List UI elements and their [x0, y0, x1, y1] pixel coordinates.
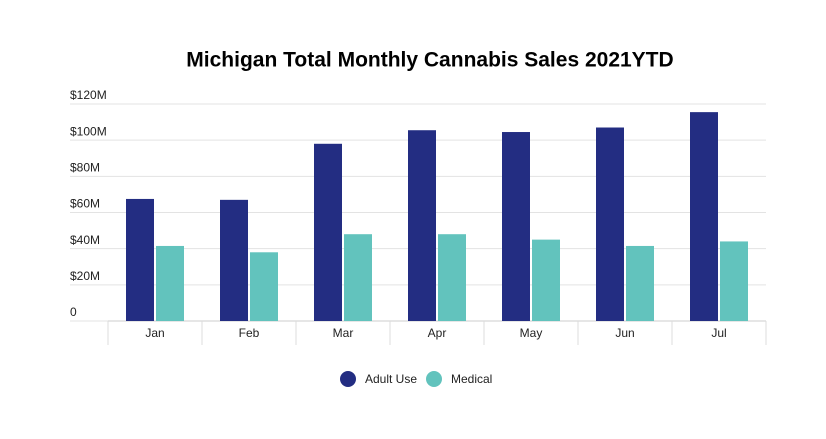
x-tick-label: Apr — [428, 326, 447, 340]
bar — [438, 234, 466, 321]
bar — [596, 127, 624, 321]
x-tick-label: May — [520, 326, 543, 340]
y-tick-label: $40M — [70, 233, 100, 247]
y-tick-label: $80M — [70, 161, 100, 175]
y-tick-label: $60M — [70, 197, 100, 211]
x-tick-label: Mar — [333, 326, 354, 340]
bar — [250, 252, 278, 321]
x-tick-label: Jan — [145, 326, 164, 340]
y-tick-label: $120M — [70, 88, 107, 102]
bar — [626, 245, 654, 321]
y-tick-label: $100M — [70, 124, 107, 138]
bar — [532, 239, 560, 321]
bar — [126, 198, 154, 321]
chart-title: Michigan Total Monthly Cannabis Sales 20… — [186, 49, 673, 72]
y-tick-label: $20M — [70, 269, 100, 283]
bar — [408, 130, 436, 321]
bar — [344, 234, 372, 321]
bar — [314, 143, 342, 321]
x-tick-label: Jul — [711, 326, 726, 340]
legend-marker — [426, 371, 442, 387]
x-tick-label: Jun — [615, 326, 634, 340]
y-tick-label: 0 — [70, 305, 77, 319]
bar — [720, 241, 748, 321]
bar — [690, 112, 718, 321]
legend-label: Adult Use — [365, 372, 417, 386]
bar — [156, 245, 184, 321]
x-tick-label: Feb — [239, 326, 260, 340]
bar — [220, 199, 248, 321]
legend-marker — [340, 371, 356, 387]
bar — [502, 132, 530, 321]
legend-label: Medical — [451, 372, 492, 386]
